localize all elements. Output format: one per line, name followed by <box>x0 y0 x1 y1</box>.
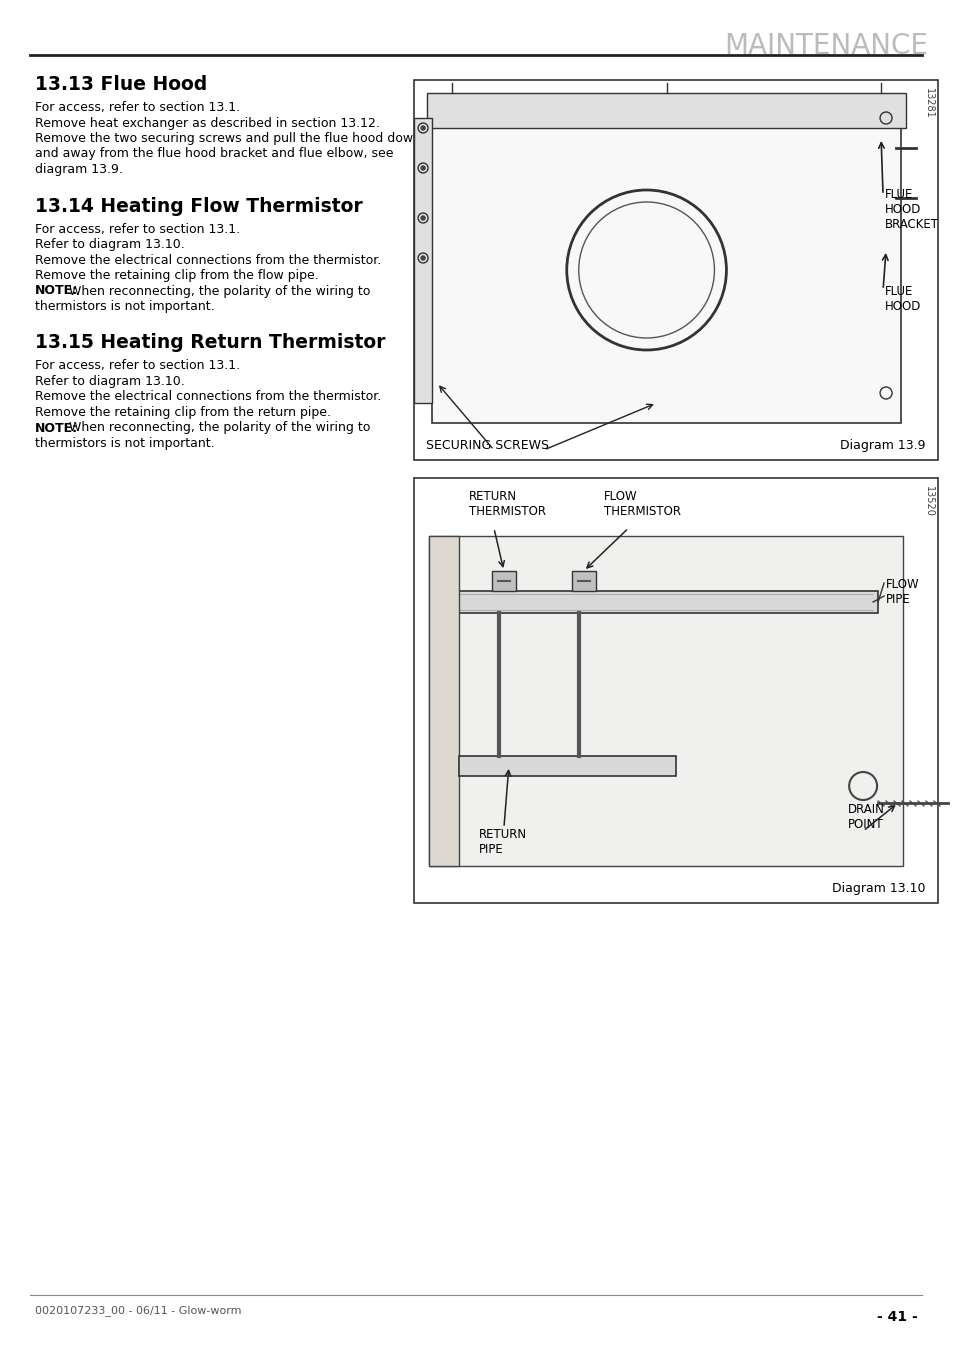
Bar <box>414 80 937 460</box>
Text: thermistors is not important.: thermistors is not important. <box>35 300 214 313</box>
Text: Diagram 13.10: Diagram 13.10 <box>832 882 925 895</box>
Text: When reconnecting, the polarity of the wiring to: When reconnecting, the polarity of the w… <box>61 421 370 435</box>
Text: When reconnecting, the polarity of the wiring to: When reconnecting, the polarity of the w… <box>61 285 370 297</box>
Text: and away from the flue hood bracket and flue elbow, see: and away from the flue hood bracket and … <box>35 147 393 161</box>
Text: For access, refer to section 13.1.: For access, refer to section 13.1. <box>35 101 240 113</box>
Text: SECURING SCREWS: SECURING SCREWS <box>426 439 549 452</box>
Text: - 41 -: - 41 - <box>877 1310 917 1324</box>
Bar <box>429 536 902 865</box>
Text: 13.14 Heating Flow Thermistor: 13.14 Heating Flow Thermistor <box>35 197 362 216</box>
Text: Remove the electrical connections from the thermistor.: Remove the electrical connections from t… <box>35 390 381 404</box>
Bar <box>414 478 937 903</box>
Text: Remove the retaining clip from the flow pipe.: Remove the retaining clip from the flow … <box>35 269 318 282</box>
Text: diagram 13.9.: diagram 13.9. <box>35 163 123 176</box>
Bar <box>427 93 905 128</box>
Bar <box>429 536 458 865</box>
Text: 13281: 13281 <box>923 88 933 119</box>
Circle shape <box>420 216 425 220</box>
Text: Refer to diagram 13.10.: Refer to diagram 13.10. <box>35 238 185 251</box>
Text: FLUE
HOOD: FLUE HOOD <box>884 285 921 313</box>
Circle shape <box>420 126 425 130</box>
Bar <box>414 117 432 404</box>
Text: 13.15 Heating Return Thermistor: 13.15 Heating Return Thermistor <box>35 333 385 352</box>
Circle shape <box>420 256 425 261</box>
Text: DRAIN
POINT: DRAIN POINT <box>847 803 884 832</box>
Text: 13520: 13520 <box>923 486 933 517</box>
Bar <box>432 99 900 423</box>
Text: FLUE
HOOD
BRACKET: FLUE HOOD BRACKET <box>884 188 938 231</box>
Bar <box>571 571 595 591</box>
Text: Remove the electrical connections from the thermistor.: Remove the electrical connections from t… <box>35 254 381 266</box>
Text: RETURN
THERMISTOR: RETURN THERMISTOR <box>469 490 545 518</box>
Bar <box>492 571 516 591</box>
Text: Remove the two securing screws and pull the flue hood down: Remove the two securing screws and pull … <box>35 132 420 144</box>
Text: NOTE:: NOTE: <box>35 421 78 435</box>
Text: 0020107233_00 - 06/11 - Glow-worm: 0020107233_00 - 06/11 - Glow-worm <box>35 1305 241 1316</box>
Bar <box>434 591 877 613</box>
Circle shape <box>420 166 425 170</box>
Text: Remove the retaining clip from the return pipe.: Remove the retaining clip from the retur… <box>35 406 331 418</box>
Text: RETURN
PIPE: RETURN PIPE <box>478 828 526 856</box>
Text: FLOW
THERMISTOR: FLOW THERMISTOR <box>603 490 680 518</box>
Text: thermistors is not important.: thermistors is not important. <box>35 437 214 450</box>
Text: Refer to diagram 13.10.: Refer to diagram 13.10. <box>35 375 185 387</box>
Bar <box>458 756 675 776</box>
Text: For access, refer to section 13.1.: For access, refer to section 13.1. <box>35 359 240 373</box>
Text: NOTE:: NOTE: <box>35 285 78 297</box>
Text: FLOW
PIPE: FLOW PIPE <box>885 578 919 606</box>
Text: Diagram 13.9: Diagram 13.9 <box>840 439 925 452</box>
Text: 13.13 Flue Hood: 13.13 Flue Hood <box>35 76 207 95</box>
Text: For access, refer to section 13.1.: For access, refer to section 13.1. <box>35 223 240 235</box>
Text: MAINTENANCE: MAINTENANCE <box>723 32 927 59</box>
Text: Remove heat exchanger as described in section 13.12.: Remove heat exchanger as described in se… <box>35 116 379 130</box>
